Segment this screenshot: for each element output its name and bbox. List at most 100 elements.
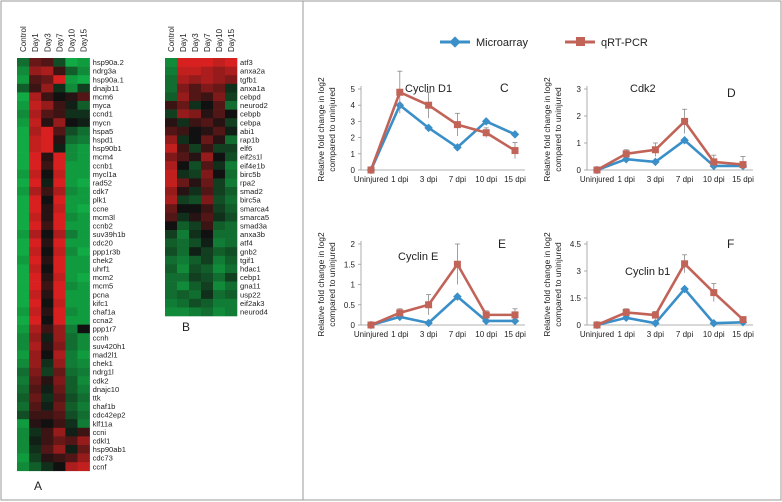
heatmap-a-cell [65, 384, 78, 394]
heatmap-b-cell [189, 109, 202, 119]
heatmap-a-cell [29, 195, 42, 205]
heatmap-a-cell [17, 393, 30, 403]
heatmap-a-cell [53, 118, 66, 128]
heatmap-a-cell [17, 298, 30, 308]
chart-e-microarray-point [424, 318, 433, 328]
heatmap-a-cell [77, 204, 90, 214]
legend-qrtpcr-marker [576, 37, 585, 46]
heatmap-a-cell [41, 341, 54, 351]
heatmap-b-gene-label: smad2 [240, 187, 263, 196]
heatmap-a-cell [29, 462, 42, 472]
heatmap-a-cell [65, 187, 78, 196]
heatmap-b-cell [165, 204, 178, 214]
heatmap-b-cell [213, 204, 226, 214]
heatmap-b-cell [165, 187, 178, 196]
chart-f-qrtpcr-point [681, 260, 689, 268]
heatmap-a-cell [29, 152, 42, 162]
heatmap-a-cell [65, 402, 78, 411]
heatmap-b-cell [225, 298, 238, 308]
chart-d-qrtpcr-point [622, 150, 630, 158]
heatmap-a-cell [53, 393, 66, 403]
heatmap-a-cell [17, 161, 30, 171]
chart-f-x-tick-label: 15 dpi [732, 330, 754, 339]
heatmap-b-cell [225, 290, 238, 300]
chart-f-x-tick-label: 10 dpi [703, 330, 725, 339]
heatmap-a-column-label: Day10 [67, 28, 76, 52]
heatmap-a-cell [41, 247, 54, 257]
heatmap-b-cell [165, 144, 178, 153]
heatmap-a-cell [29, 255, 42, 265]
chart-d-y-tick-label: 3 [577, 85, 582, 94]
heatmap-a-cell [65, 92, 78, 102]
heatmap-a-cell [41, 264, 54, 274]
heatmap-b-cell [177, 212, 190, 222]
chart-d-y-axis-title: compared to uninjured [553, 87, 563, 172]
heatmap-a-cell [17, 221, 30, 231]
chart-d-qrtpcr-point [739, 161, 747, 169]
chart-f-y-tick-label: 4.5 [570, 240, 582, 249]
heatmap-a-cell [41, 333, 54, 343]
heatmap-a-cell [53, 436, 66, 446]
heatmap-b-cell [165, 58, 178, 67]
heatmap-b-gene-label: cebpb [240, 110, 261, 119]
heatmap-a-cell [65, 341, 78, 351]
heatmap-a-cell [77, 462, 90, 472]
heatmap-b-cell [177, 126, 190, 136]
heatmap-a-cell [17, 66, 30, 76]
heatmap-b-cell [189, 204, 202, 214]
heatmap-b-cell [225, 281, 238, 291]
heatmap-a-cell [29, 376, 42, 386]
heatmap-b-cell [225, 212, 238, 222]
heatmap-a-cell [65, 75, 78, 85]
heatmap-a-gene-label: ppp1r3b [93, 247, 121, 256]
heatmap-a-cell [29, 341, 42, 351]
heatmap-a-cell [29, 101, 42, 110]
heatmap-a-gene-label: plk1 [93, 196, 107, 205]
heatmap-a-cell [29, 316, 42, 325]
heatmap-b-column-label: Day3 [191, 33, 200, 52]
heatmap-b-cell [201, 118, 214, 128]
heatmap-a-cell [41, 384, 54, 394]
heatmap-a-cell [77, 410, 90, 420]
heatmap-a-cell [41, 75, 54, 85]
heatmap-b-cell [189, 66, 202, 76]
heatmap-a-cell [53, 126, 66, 136]
heatmap-b-column-label: Day1 [179, 33, 188, 52]
chart-c-qrtpcr-line [369, 90, 516, 171]
heatmap-b-cell [165, 152, 178, 162]
heatmap-a-cell [77, 135, 90, 145]
chart-f-x-tick-label: Uninjured [580, 330, 614, 339]
heatmap-b-gene-label: birc5a [240, 196, 261, 205]
heatmap-b-cell [189, 83, 202, 93]
heatmap-a-cell [53, 367, 66, 377]
heatmap-b-cell [177, 307, 190, 317]
heatmap-b-cell [213, 144, 226, 153]
heatmap-a-cell [53, 212, 66, 222]
chart-c-y-tick-label: 4 [351, 101, 356, 110]
heatmap-a-cell [65, 316, 78, 325]
heatmap-a-cell [65, 195, 78, 205]
heatmap-b-gene-label: eif4e1b [240, 161, 265, 170]
chart-e-y-axis-title: compared to uninjured [327, 242, 337, 327]
heatmap-b-cell [201, 126, 214, 136]
heatmap-a-cell [53, 453, 66, 463]
heatmap-a-cell [77, 298, 90, 308]
heatmap-b-cell [201, 101, 214, 110]
heatmap-b-cell [177, 101, 190, 110]
heatmap-b-cell [201, 212, 214, 222]
heatmap-b-cell [225, 144, 238, 153]
heatmap-a-cell [53, 204, 66, 214]
heatmap-a-cell [41, 281, 54, 291]
heatmap-a-cell [65, 436, 78, 446]
heatmap-a-cell [77, 290, 90, 300]
heatmap-a-cell [53, 462, 66, 472]
chart-d-microarray-line [596, 138, 743, 172]
heatmap-a-cell [77, 212, 90, 222]
heatmap-b-cell [201, 161, 214, 171]
chart-c-x-tick-label: 1 dpi [391, 175, 409, 184]
heatmap-b-cell [225, 152, 238, 162]
heatmap-b-cell [165, 92, 178, 102]
heatmap-a-cell [17, 307, 30, 317]
heatmap-b-cell [189, 152, 202, 162]
heatmap-a-cell [29, 118, 42, 128]
